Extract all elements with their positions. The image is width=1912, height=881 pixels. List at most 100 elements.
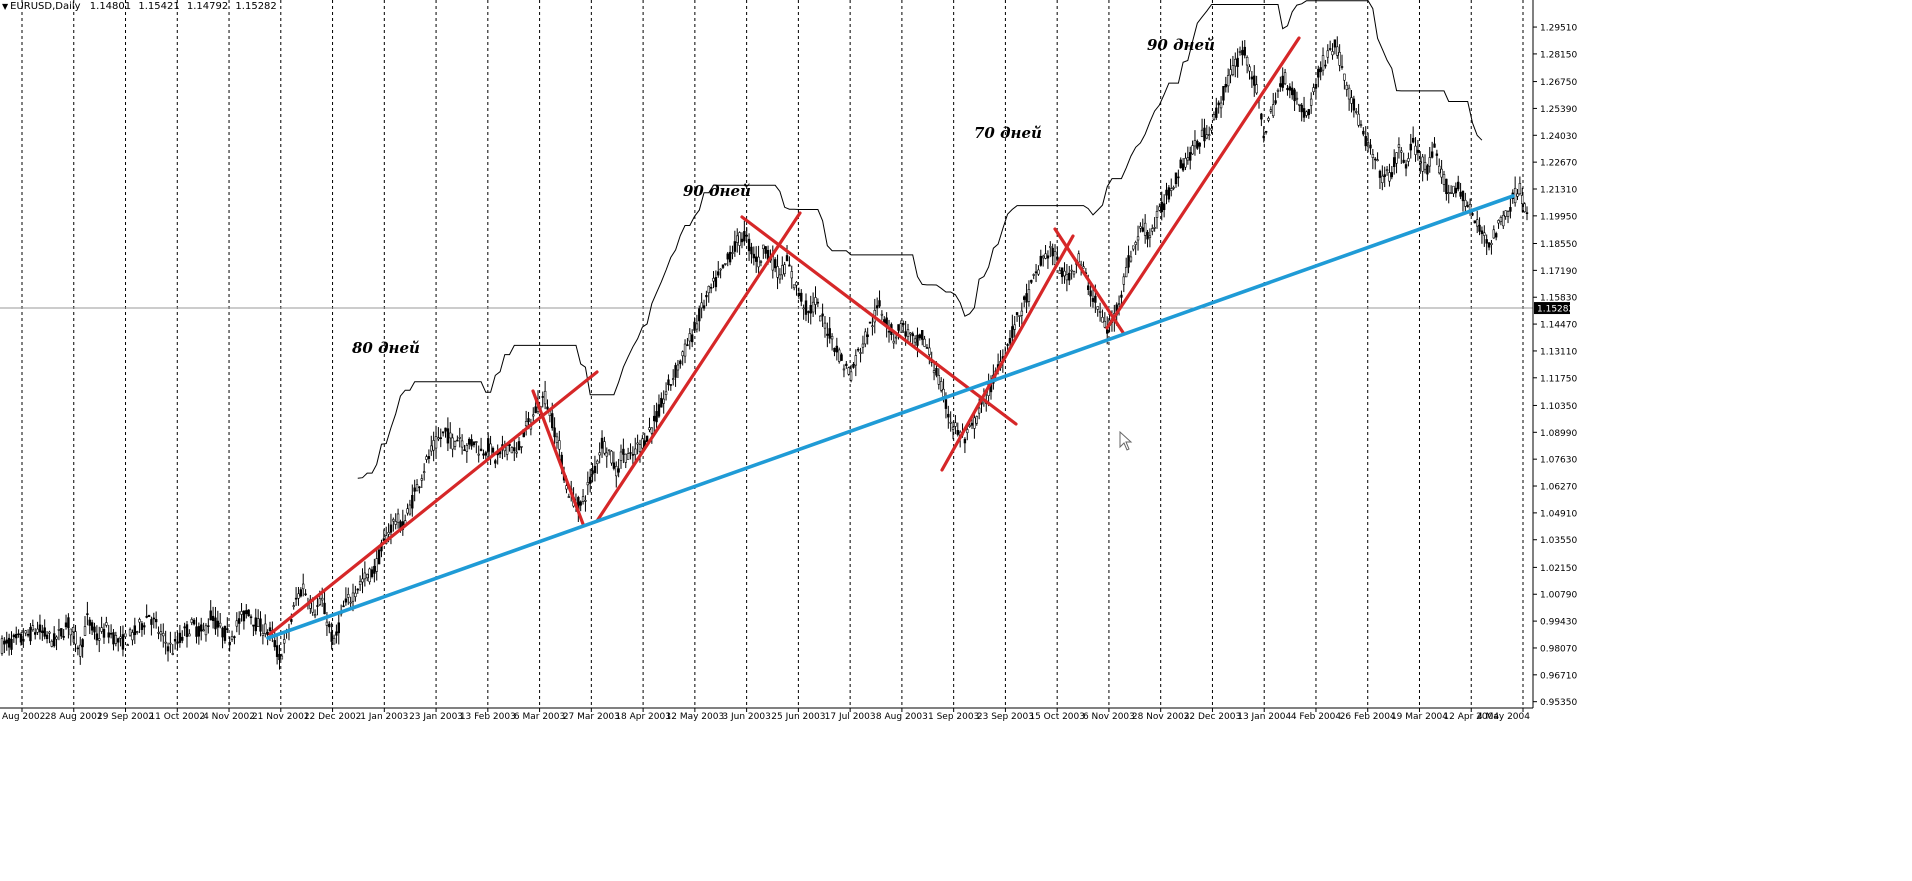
candle-body	[1364, 136, 1367, 147]
candle-body	[1317, 68, 1320, 78]
candle-body	[460, 440, 464, 448]
candle-body	[641, 438, 644, 449]
candle-body	[1307, 109, 1311, 116]
candle-body	[297, 593, 300, 599]
candle-body	[963, 438, 967, 444]
candle-body	[45, 634, 49, 640]
candle-body	[1345, 84, 1348, 90]
candle-body	[1134, 242, 1137, 245]
candle-body	[377, 549, 381, 565]
candle-body	[1030, 279, 1033, 283]
candle-body	[1129, 256, 1133, 262]
candle-body	[441, 431, 445, 434]
candle-body	[586, 482, 590, 486]
candle-body	[183, 626, 186, 629]
price-tick-label: 1.00790	[1540, 591, 1577, 601]
candle-body	[93, 626, 96, 633]
candle-body	[833, 347, 836, 352]
candle-body	[1305, 111, 1308, 116]
candle-body	[617, 468, 620, 473]
candle-body	[581, 496, 585, 502]
candle-body	[31, 625, 35, 631]
candle-body	[166, 646, 170, 652]
candle-body	[1516, 193, 1519, 197]
candle-body	[1309, 98, 1313, 106]
current-price-marker-bg	[1534, 302, 1570, 315]
price-tick-label: 1.18550	[1540, 240, 1577, 250]
current-price-marker: 1.15282	[1534, 302, 1574, 315]
candle-body	[973, 417, 976, 429]
candle-body	[475, 441, 478, 443]
candle-body	[740, 238, 744, 243]
candle-body	[1267, 117, 1270, 121]
date-tick-label: 19 Sep 2002	[97, 712, 154, 722]
candle-body	[1203, 127, 1206, 142]
candle-body	[1504, 210, 1507, 217]
candle-body	[264, 623, 267, 634]
red-trend-line-5	[1053, 227, 1126, 336]
candle-body	[422, 471, 426, 473]
candle-body	[150, 619, 153, 625]
price-tick-label: 1.15830	[1540, 294, 1577, 304]
candle-body	[1089, 290, 1092, 297]
candle-body	[1464, 199, 1467, 207]
candle-body	[292, 605, 295, 607]
candle-body	[140, 623, 144, 630]
candle-body	[458, 437, 461, 439]
candle-body	[776, 266, 779, 278]
date-tick-label: 12 Apr 2004	[1443, 712, 1499, 722]
price-tick-label: 1.25390	[1540, 105, 1577, 115]
candle-body	[1312, 87, 1315, 93]
candle-body	[389, 524, 393, 533]
candle-body	[1350, 97, 1353, 104]
dropdown-triangle-icon[interactable]: ▼	[2, 2, 9, 11]
candle-body	[892, 340, 895, 344]
candle-body	[1291, 87, 1294, 96]
candle-body	[1181, 163, 1185, 171]
price-tick-label: 1.10350	[1540, 402, 1577, 412]
day-count-label: 90 дней	[683, 182, 751, 200]
candle-body	[871, 325, 874, 328]
candle-body	[1117, 303, 1121, 305]
candle-body	[1172, 187, 1175, 189]
candle-body	[152, 617, 155, 620]
candle-body	[24, 630, 27, 634]
candle-body	[463, 449, 466, 452]
candle-body	[1165, 189, 1168, 196]
candle-body	[230, 636, 234, 640]
price-tick-label: 1.29510	[1540, 24, 1577, 34]
candle-body	[1046, 255, 1050, 259]
candle-body	[494, 460, 497, 464]
candle-body	[880, 313, 884, 316]
candle-body	[1499, 217, 1503, 222]
candle-body	[842, 368, 846, 371]
candle-body	[325, 621, 329, 626]
price-tick-label: 1.21310	[1540, 185, 1577, 195]
candle-body	[192, 619, 196, 625]
candle-body	[524, 421, 528, 427]
candle-body	[351, 592, 355, 602]
candle-body	[1241, 49, 1244, 56]
date-tick-label: 4 Feb 2004	[1291, 712, 1342, 722]
candle-body	[387, 532, 390, 535]
candle-body	[38, 624, 42, 633]
price-tick-label: 1.08990	[1540, 429, 1577, 439]
candle-body	[1518, 183, 1522, 195]
candle-body	[845, 363, 848, 366]
candle-body	[1400, 150, 1403, 153]
candle-body	[1186, 157, 1190, 161]
candle-body	[26, 633, 30, 636]
candle-body	[619, 451, 623, 461]
date-tick-label: 3 Jun 2003	[722, 712, 770, 722]
candle-body	[1395, 152, 1398, 164]
candle-body	[1480, 230, 1484, 235]
candle-body	[567, 496, 571, 498]
candle-body	[745, 234, 748, 237]
candle-body	[162, 633, 165, 637]
candle-body	[814, 297, 817, 305]
candle-body	[472, 441, 476, 446]
candle-body	[949, 421, 952, 424]
candle-body	[1440, 168, 1443, 178]
candle-body	[840, 354, 843, 361]
